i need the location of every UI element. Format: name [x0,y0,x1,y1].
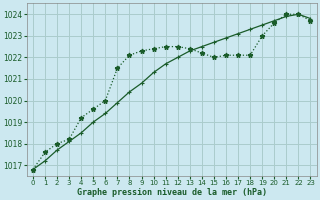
X-axis label: Graphe pression niveau de la mer (hPa): Graphe pression niveau de la mer (hPa) [77,188,267,197]
